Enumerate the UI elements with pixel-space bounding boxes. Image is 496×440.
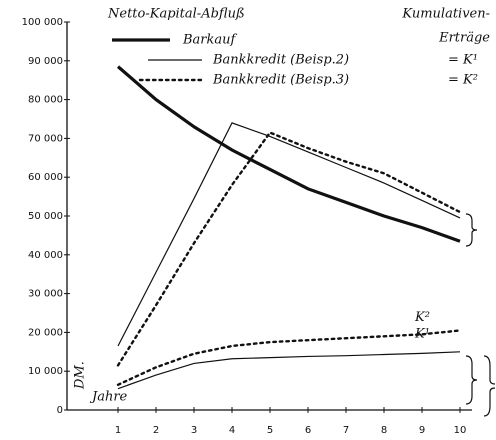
right-title: Kumulativen-	[401, 7, 490, 22]
y-tick-label: 70 000	[28, 133, 63, 144]
chart-title: Netto-Kapital-Abfluß	[107, 7, 245, 22]
y-tick-label: 100 000	[22, 17, 63, 28]
y-tick-label: 40 000	[28, 250, 63, 261]
series-line	[117, 351, 461, 390]
y-tick-label: 80 000	[28, 95, 63, 106]
legend-suffix: = K¹	[448, 53, 478, 68]
x-tick-label: 5	[267, 425, 273, 436]
x-tick-label: 2	[153, 425, 159, 436]
series-line	[116, 65, 461, 243]
series-label: K²	[414, 310, 430, 325]
series-line	[116, 131, 462, 367]
brace	[465, 355, 478, 405]
series-line	[117, 122, 461, 347]
series-label: K¹	[414, 326, 430, 341]
legend-suffix: = K²	[448, 73, 478, 88]
brace	[465, 213, 478, 247]
legend-label: Bankkredit (Beisp.3)	[212, 73, 349, 88]
x-tick-label: 6	[305, 425, 311, 436]
y-axis-label: DM.	[73, 361, 88, 390]
x-axis-label: Jahre	[89, 390, 128, 405]
y-tick-label: 30 000	[28, 289, 63, 300]
x-tick-label: 3	[191, 425, 197, 436]
x-tick-label: 8	[381, 425, 387, 436]
y-tick-label: 90 000	[28, 56, 63, 67]
x-tick-label: 4	[229, 425, 235, 436]
y-tick-label: 20 000	[28, 327, 63, 338]
brace	[483, 387, 496, 417]
legend-label: Barkauf	[182, 33, 238, 48]
x-tick-label: 7	[343, 425, 349, 436]
y-tick-label: 50 000	[28, 211, 63, 222]
series-line	[116, 329, 462, 386]
x-tick-label: 10	[454, 425, 467, 436]
x-tick-label: 1	[115, 425, 121, 436]
right-title: Erträge	[438, 31, 490, 46]
legend-label: Bankkredit (Beisp.2)	[212, 53, 349, 68]
y-tick-label: 10 000	[28, 366, 63, 377]
y-tick-label: 60 000	[28, 172, 63, 183]
x-tick-label: 9	[419, 425, 425, 436]
y-tick-label: 0	[57, 405, 63, 416]
brace	[483, 355, 496, 385]
